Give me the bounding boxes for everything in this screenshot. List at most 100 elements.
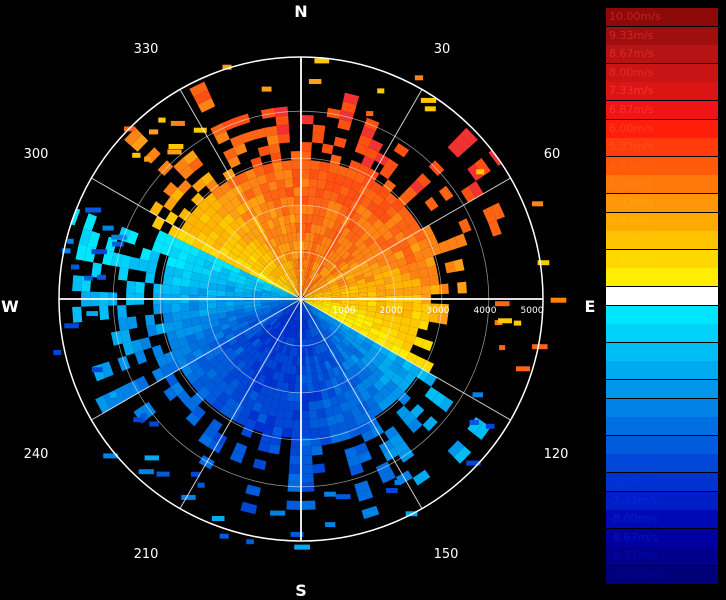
echo-cell [413,250,425,262]
echo-cell [264,125,278,137]
echo-cell [205,253,217,264]
echo-cell [311,306,320,313]
echo-cell [438,185,454,202]
echo-cell [326,107,342,119]
echo-cell [271,270,280,279]
echo-cell [309,308,317,316]
echo-cell [282,354,289,365]
echo-cell [290,223,297,233]
echo-cell [273,352,282,362]
echo-cell [163,196,178,212]
echo-cell [360,231,371,243]
echo-cell [309,282,317,290]
legend-swatch [606,212,718,231]
echo-cell [224,332,236,342]
echo-cell [234,292,244,297]
echo-cell [251,360,261,372]
echo-cell [127,316,138,330]
echo-cell [172,347,185,360]
echo-cell [385,302,395,309]
echo-cell [149,421,159,427]
echo-cell [170,187,185,203]
echo-cell [277,215,286,226]
echo-cell [336,421,349,433]
echo-cell [355,382,367,394]
echo-cell [219,230,232,242]
echo-cell [197,98,216,113]
echo-cell [495,301,510,307]
echo-cell [400,316,412,327]
echo-cell [293,392,301,402]
echo-cell [350,405,362,418]
echo-cell [285,242,291,252]
echo-cell [322,331,330,341]
echo-cell [407,261,419,272]
echo-cell [237,237,249,249]
echo-cell [344,334,354,344]
echo-cell [100,361,114,378]
echo-cell [291,301,299,309]
echo-cell [357,450,373,464]
echo-cell [87,231,101,248]
echo-cell [208,418,223,433]
echo-cell [342,196,354,209]
echo-cell [227,315,238,323]
echo-cell [272,198,282,209]
echo-cell [361,505,380,520]
echo-cell [230,246,242,257]
echo-cell [200,243,212,254]
echo-cell [248,254,258,264]
echo-cell [313,301,323,305]
echo-cell [335,244,345,255]
echo-cell [386,236,398,248]
echo-cell [279,314,287,323]
echo-cell [411,278,422,288]
echo-cell [421,339,434,352]
echo-cell [180,278,191,288]
echo-cell [322,270,331,279]
echo-cell [331,404,343,416]
echo-cell [308,178,318,189]
echo-cell [377,257,389,268]
echo-cell [308,409,318,420]
echo-cell [271,370,281,381]
echo-cell [144,271,156,284]
echo-cell [119,329,132,344]
echo-cell [265,358,274,369]
echo-cell [199,274,210,283]
echo-cell [220,322,231,331]
echo-cell [366,332,378,342]
echo-cell [410,404,425,419]
echo-cell [309,418,320,429]
echo-cell [350,375,362,387]
echo-cell [318,207,327,218]
echo-cell [379,263,391,273]
echo-cell [326,171,337,183]
echo-cell [363,270,374,279]
echo-cell [194,330,206,341]
echo-cell [86,311,98,317]
echo-cell [407,326,419,337]
echo-cell [217,193,230,207]
echo-cell [324,272,333,280]
echo-cell [353,336,364,346]
echo-cell [333,136,347,149]
echo-cell [309,169,320,180]
echo-cell [384,282,395,291]
echo-cell [326,276,336,284]
echo-cell [366,256,378,266]
echo-cell [251,250,261,261]
echo-cell [70,208,81,226]
echo-cell [385,334,397,345]
echo-cell [268,378,278,390]
echo-cell [372,193,385,207]
echo-cell [396,257,408,268]
echo-cell [264,325,274,335]
echo-cell [290,291,298,297]
echo-cell [288,241,295,252]
echo-cell [274,170,285,181]
echo-cell [245,314,256,321]
echo-cell [342,389,354,402]
echo-cell [290,446,301,456]
echo-cell [384,368,397,380]
